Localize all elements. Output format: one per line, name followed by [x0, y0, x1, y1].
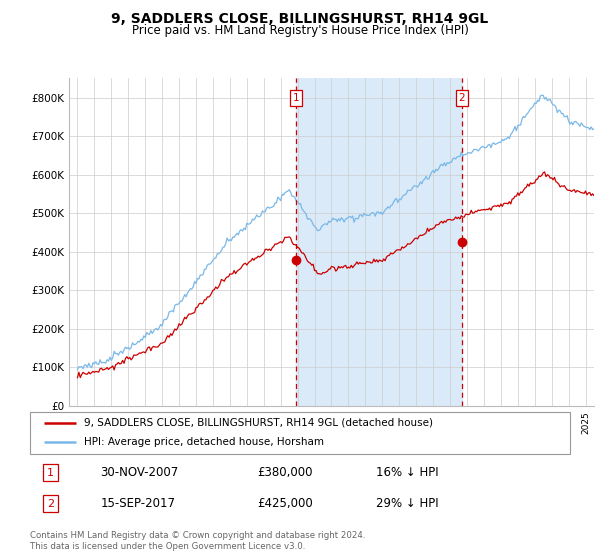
- Text: £425,000: £425,000: [257, 497, 313, 510]
- Text: 2: 2: [47, 499, 54, 509]
- Text: This data is licensed under the Open Government Licence v3.0.: This data is licensed under the Open Gov…: [30, 542, 305, 550]
- Text: 9, SADDLERS CLOSE, BILLINGSHURST, RH14 9GL (detached house): 9, SADDLERS CLOSE, BILLINGSHURST, RH14 9…: [84, 418, 433, 428]
- Text: 29% ↓ HPI: 29% ↓ HPI: [376, 497, 438, 510]
- FancyBboxPatch shape: [30, 412, 570, 454]
- Text: 9, SADDLERS CLOSE, BILLINGSHURST, RH14 9GL: 9, SADDLERS CLOSE, BILLINGSHURST, RH14 9…: [112, 12, 488, 26]
- Text: HPI: Average price, detached house, Horsham: HPI: Average price, detached house, Hors…: [84, 437, 324, 447]
- Text: 15-SEP-2017: 15-SEP-2017: [100, 497, 175, 510]
- Text: 2: 2: [459, 92, 466, 102]
- Text: 16% ↓ HPI: 16% ↓ HPI: [376, 466, 438, 479]
- Text: £380,000: £380,000: [257, 466, 312, 479]
- Text: Contains HM Land Registry data © Crown copyright and database right 2024.: Contains HM Land Registry data © Crown c…: [30, 531, 365, 540]
- Text: 1: 1: [293, 92, 299, 102]
- Text: 1: 1: [47, 468, 54, 478]
- Bar: [296, 78, 462, 406]
- Text: 30-NOV-2007: 30-NOV-2007: [100, 466, 178, 479]
- Text: Price paid vs. HM Land Registry's House Price Index (HPI): Price paid vs. HM Land Registry's House …: [131, 24, 469, 36]
